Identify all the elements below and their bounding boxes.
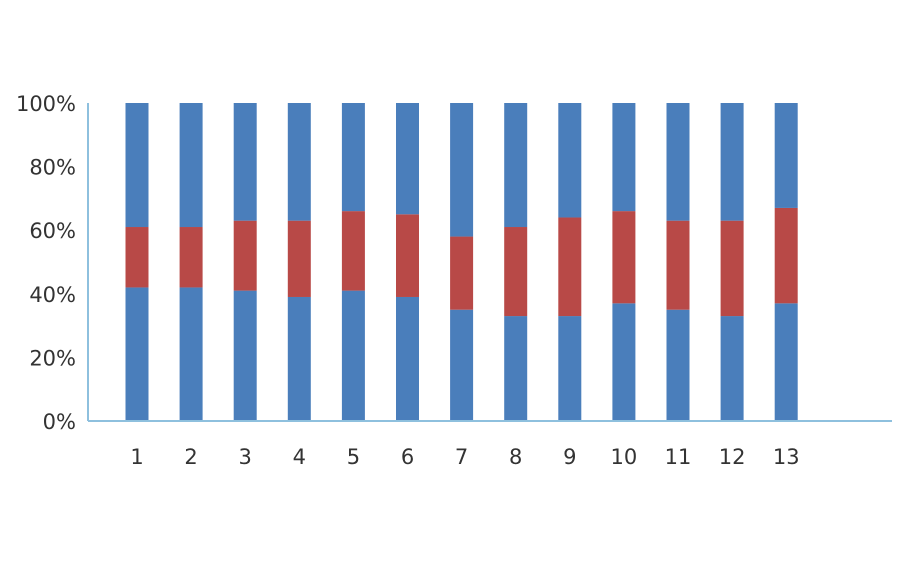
x-tick-label: 1: [130, 445, 143, 469]
bar-segment: [666, 309, 690, 421]
bar-segment: [612, 303, 636, 421]
bar-segment: [287, 103, 311, 221]
bar-segment: [341, 103, 365, 212]
bar-segment: [233, 220, 257, 291]
bar-segment: [233, 290, 257, 421]
bar-segment: [179, 103, 203, 228]
x-tick-label: 4: [293, 445, 306, 469]
bar-segment: [720, 316, 744, 421]
bar-segment: [504, 103, 528, 228]
bar-segment: [341, 211, 365, 291]
x-tick-label: 5: [347, 445, 360, 469]
x-tick-labels: 1 2 3 4 5 6 7 8 9 10 11 12 13: [130, 445, 799, 469]
bar-segment: [558, 103, 582, 218]
bar-segment: [179, 227, 203, 288]
bar-segment: [612, 211, 636, 304]
y-tick-label: 20%: [29, 346, 76, 370]
bar-segment: [125, 287, 149, 421]
bar-segment: [612, 103, 636, 212]
bar-segment: [450, 103, 474, 237]
bar-segment: [774, 303, 798, 421]
bar-segment: [396, 214, 419, 297]
bar-segment: [450, 236, 474, 310]
x-tick-label: 11: [665, 445, 692, 469]
bar-segment: [396, 296, 419, 421]
bar-segment: [504, 316, 528, 421]
bar-segment: [774, 103, 798, 208]
bar-segment: [125, 103, 149, 228]
x-tick-label: 7: [455, 445, 468, 469]
bar-segment: [233, 103, 257, 221]
bar-segment: [774, 207, 798, 304]
bar-segment: [450, 309, 474, 421]
bar-segment: [287, 296, 311, 421]
y-tick-label: 100%: [16, 92, 76, 116]
bar-segment: [720, 220, 744, 317]
x-tick-label: 12: [719, 445, 746, 469]
bar-segment: [720, 103, 744, 221]
bars-group: [125, 103, 798, 421]
x-tick-label: 2: [184, 445, 197, 469]
bar-segment: [179, 287, 203, 421]
x-tick-label: 9: [563, 445, 576, 469]
bar-segment: [558, 217, 582, 317]
bar-segment: [504, 227, 528, 317]
y-tick-label: 60%: [29, 219, 76, 243]
bar-segment: [396, 103, 419, 215]
bar-segment: [287, 220, 311, 297]
x-tick-label: 8: [509, 445, 522, 469]
bar-segment: [558, 316, 582, 421]
bar-segment: [666, 103, 690, 221]
x-tick-label: 3: [239, 445, 252, 469]
bar-segment: [341, 290, 365, 421]
bar-segment: [125, 227, 149, 288]
y-tick-label: 40%: [29, 283, 76, 307]
y-tick-label: 0%: [43, 410, 76, 434]
x-tick-label: 13: [773, 445, 800, 469]
x-tick-label: 6: [401, 445, 414, 469]
y-tick-label: 80%: [29, 156, 76, 180]
bar-segment: [666, 220, 690, 310]
x-tick-label: 10: [611, 445, 638, 469]
y-tick-labels: 0% 20% 40% 60% 80% 100%: [16, 92, 76, 434]
